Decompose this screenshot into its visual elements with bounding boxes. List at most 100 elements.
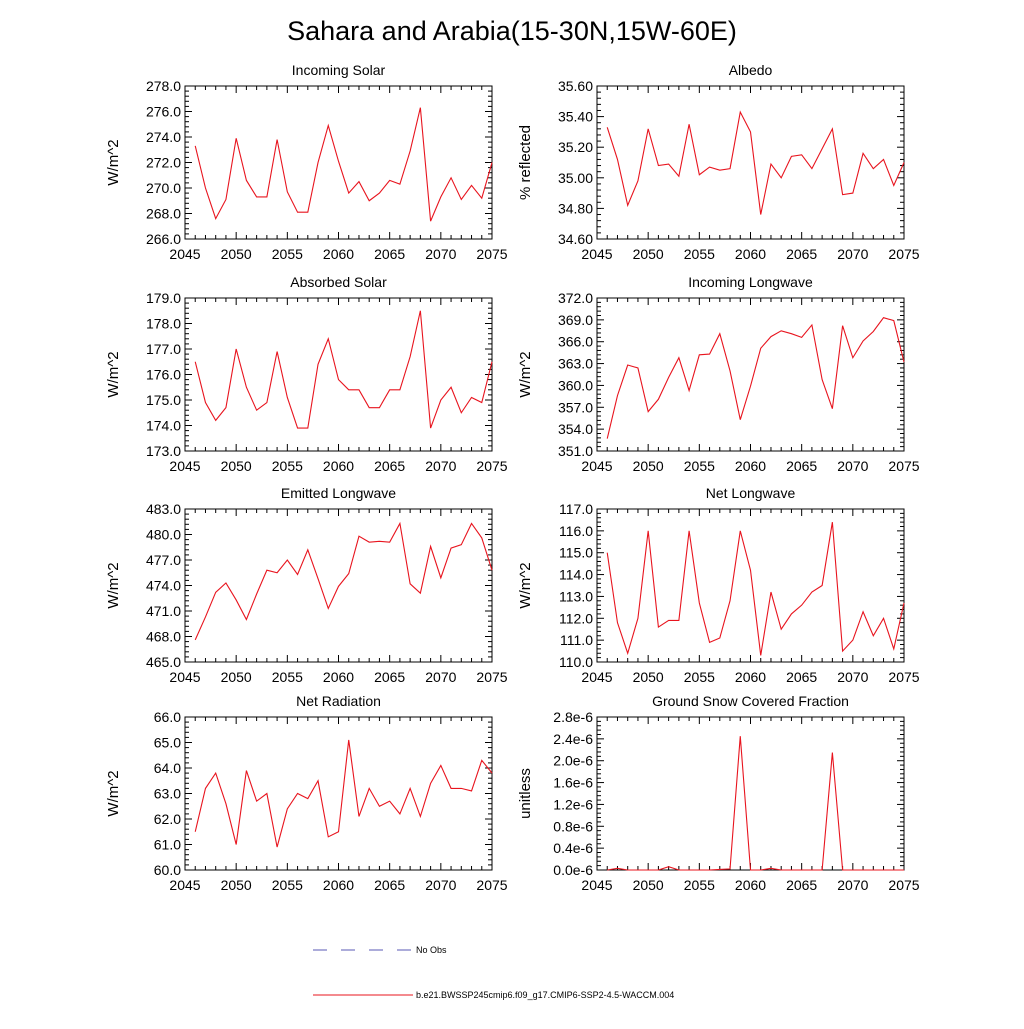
x-tick-label: 2055 [272,458,303,474]
y-tick-label: 354.0 [558,421,593,437]
panel-absorbed-solar: Absorbed Solar W/m^2 173.0 174.0 175.0 176.0 1… [105,274,508,474]
panel-title: Absorbed Solar [290,274,387,290]
figure-title: Sahara and Arabia(15-30N,15W-60E) [287,16,737,46]
chart-panels: Incoming Solar W/m^2 266.0 268.0 270.0 272.0 2… [105,62,920,893]
panel-title: Net Radiation [296,693,381,709]
y-tick-label: 178.0 [146,316,181,332]
y-tick-label: 477.0 [146,552,181,568]
x-tick-label: 2060 [735,458,766,474]
series-line [606,110,905,215]
y-tick-label: 113.0 [559,588,593,604]
x-tick-label: 2075 [476,458,507,474]
x-tick-label: 2055 [272,246,303,262]
y-tick-label: 274.0 [146,129,181,145]
legend-no-obs-label: No Obs [416,945,447,955]
panel-albedo: Albedo % reflected 34.60 34.80 35.00 35.20 35.… [517,62,920,262]
y-tick-label: 272.0 [146,155,181,171]
x-tick-label: 2065 [374,669,405,685]
y-axis-label: % reflected [517,125,534,200]
x-tick-label: 2075 [888,877,919,893]
x-tick-label: 2065 [374,246,405,262]
y-tick-label: 111.0 [560,632,593,648]
plot-frame [184,297,493,452]
y-tick-label: 114.0 [559,567,593,583]
y-tick-label: 34.60 [558,231,593,247]
series-line [194,739,493,848]
y-tick-label: 117.0 [559,501,593,517]
y-tick-label: 2.8e-6 [553,709,593,725]
x-tick-label: 2060 [323,458,354,474]
x-tick-label: 2070 [425,246,456,262]
x-tick-label: 2060 [323,246,354,262]
y-tick-label: 0.0e-6 [553,862,593,878]
y-tick-label: 471.0 [146,603,181,619]
y-axis-label: W/m^2 [517,351,534,397]
panel-title: Emitted Longwave [281,485,396,501]
y-tick-label: 64.0 [154,760,181,776]
y-tick-label: 173.0 [146,443,181,459]
x-tick-label: 2050 [633,877,664,893]
x-tick-label: 2070 [425,877,456,893]
x-tick-label: 2065 [786,458,817,474]
x-tick-label: 2060 [735,877,766,893]
y-tick-label: 176.0 [146,367,181,383]
y-tick-label: 474.0 [146,578,181,594]
x-tick-label: 2045 [581,877,612,893]
x-tick-label: 2055 [684,246,715,262]
y-axis-label: W/m^2 [105,351,122,397]
x-tick-label: 2060 [735,669,766,685]
y-tick-label: 0.8e-6 [553,818,593,834]
y-tick-label: 483.0 [146,501,181,517]
plot-frame [184,716,493,871]
plot-frame [596,297,905,452]
y-tick-label: 480.0 [146,527,181,543]
y-tick-label: 369.0 [558,312,593,328]
y-tick-label: 366.0 [558,334,593,350]
y-tick-label: 35.40 [558,109,593,125]
panel-ground-snow-covered-fraction: Ground Snow Covered Fraction unitless 0.0e… [517,693,920,893]
x-tick-label: 2065 [786,246,817,262]
y-axis-label: W/m^2 [517,562,534,608]
panel-title: Incoming Longwave [688,274,813,290]
panel-title: Net Longwave [706,485,796,501]
x-tick-label: 2075 [888,669,919,685]
x-tick-label: 2065 [786,669,817,685]
x-tick-label: 2055 [684,877,715,893]
panel-title: Incoming Solar [292,62,386,78]
legend-model-label: b.e21.BWSSP245cmip6.f09_g17.CMIP6-SSP2-4… [416,990,674,1000]
x-tick-label: 2045 [169,458,200,474]
y-tick-label: 465.0 [146,654,181,670]
x-tick-label: 2050 [221,877,252,893]
x-tick-label: 2045 [169,246,200,262]
y-tick-label: 177.0 [146,341,181,357]
x-tick-label: 2055 [684,458,715,474]
x-tick-label: 2070 [425,669,456,685]
x-tick-label: 2065 [374,877,405,893]
x-tick-label: 2050 [633,246,664,262]
x-tick-label: 2070 [837,246,868,262]
x-tick-label: 2070 [837,458,868,474]
x-tick-label: 2075 [888,246,919,262]
x-tick-label: 2060 [735,246,766,262]
y-axis-label: unitless [517,768,534,819]
y-tick-label: 266.0 [146,231,181,247]
y-tick-label: 278.0 [146,78,181,94]
y-tick-label: 0.4e-6 [553,840,593,856]
x-tick-label: 2055 [272,877,303,893]
panel-net-radiation: Net Radiation W/m^2 60.0 61.0 62.0 63.0 64.0 65… [105,693,508,893]
x-tick-label: 2055 [272,669,303,685]
y-tick-label: 270.0 [146,180,181,196]
y-tick-label: 1.2e-6 [553,796,593,812]
x-tick-label: 2070 [425,458,456,474]
y-tick-label: 2.4e-6 [553,731,593,747]
x-tick-label: 2075 [888,458,919,474]
y-tick-label: 116.0 [559,523,593,539]
y-tick-label: 351.0 [558,443,593,459]
y-tick-label: 61.0 [154,837,181,853]
y-axis-label: W/m^2 [105,770,122,816]
series-line [606,522,905,656]
y-tick-label: 2.0e-6 [553,753,593,769]
panel-title: Ground Snow Covered Fraction [652,693,849,709]
x-tick-label: 2050 [221,669,252,685]
